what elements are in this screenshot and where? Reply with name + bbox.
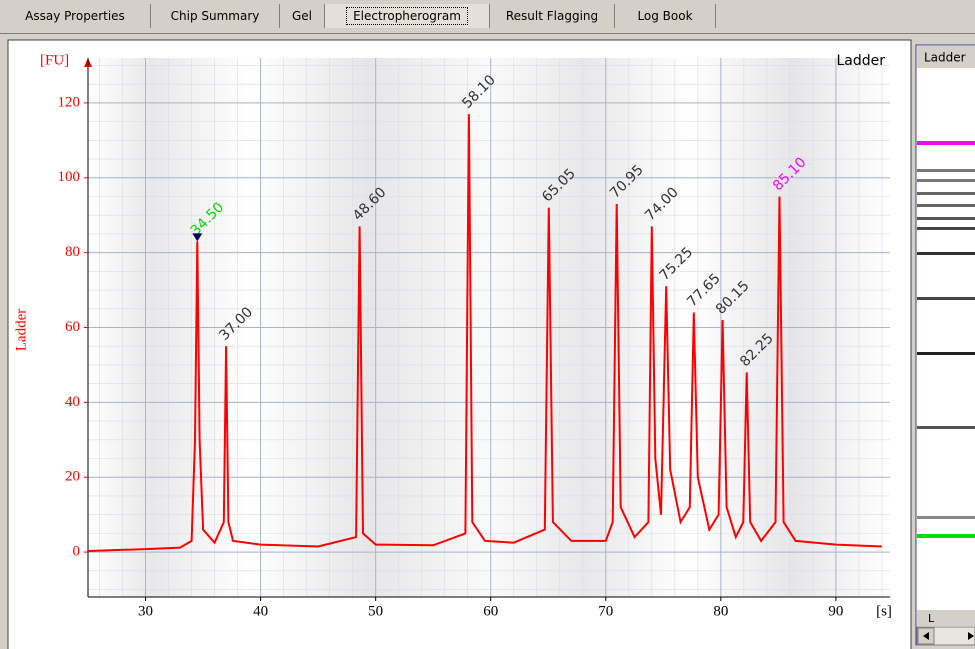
x-tick-label: 80 xyxy=(713,603,728,619)
gel-band xyxy=(917,516,975,519)
gel-lane xyxy=(916,45,975,645)
gel-header-label: Ladder xyxy=(924,51,966,65)
gel-band xyxy=(917,204,975,207)
gel-band xyxy=(917,141,975,145)
gel-band xyxy=(917,227,975,230)
x-tick-label: 30 xyxy=(138,603,153,619)
chart: Ladder [FU] [s] Ladder Ladder L 30 40 50 60… xyxy=(0,0,975,649)
x-tick-label: 40 xyxy=(253,603,268,619)
chart-title: Ladder xyxy=(836,53,885,69)
y-tick-label: 0 xyxy=(73,544,81,560)
x-tick-label: 90 xyxy=(828,603,843,619)
app: Assay Properties Chip Summary Gel Electr… xyxy=(0,0,975,649)
gel-band xyxy=(917,192,975,195)
gel-band xyxy=(917,217,975,220)
y-tick-label: 100 xyxy=(58,169,81,185)
y-tick-label: 80 xyxy=(65,244,80,260)
y-axis-label: Ladder xyxy=(13,309,29,351)
gel-band xyxy=(917,169,975,172)
x-unit: [s] xyxy=(876,603,892,619)
gel-band xyxy=(917,534,975,538)
gel-band xyxy=(917,426,975,429)
y-tick-label: 20 xyxy=(65,469,80,485)
y-tick-label: 40 xyxy=(65,394,80,410)
gel-band xyxy=(917,297,975,300)
gel-band xyxy=(917,352,975,355)
y-tick-label: 120 xyxy=(58,94,81,110)
gel-footer xyxy=(917,610,975,626)
y-unit: [FU] xyxy=(40,52,69,68)
gel-footer-label: L xyxy=(928,612,935,625)
x-tick-label: 60 xyxy=(483,603,498,619)
gel-band xyxy=(917,252,975,255)
x-tick-label: 70 xyxy=(598,603,613,619)
y-tick-label: 60 xyxy=(65,319,80,335)
x-tick-label: 50 xyxy=(368,603,383,619)
gel-band xyxy=(917,179,975,182)
